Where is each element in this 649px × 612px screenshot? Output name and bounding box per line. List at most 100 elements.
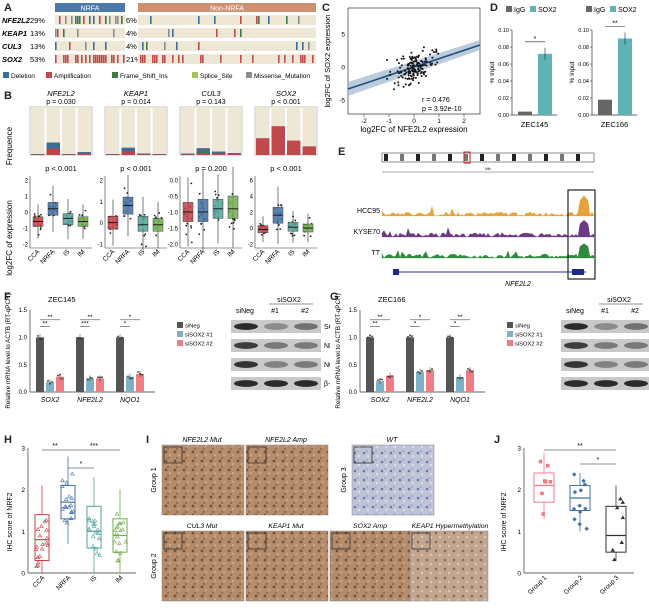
blot-band <box>234 361 258 368</box>
oncoprint-alteration <box>115 16 117 24</box>
box-iqr <box>138 216 148 231</box>
ideogram-band <box>416 154 420 161</box>
blot-lane-label: #1 <box>271 308 279 315</box>
box-group-label: NRFA <box>189 248 207 266</box>
box-y-tick: 0 <box>250 227 254 233</box>
chip-y-tick: 0.06 <box>498 62 509 68</box>
knockdown-legend-label: siSOX2 #2 <box>185 342 213 348</box>
knockdown-y-tick: 0.5 <box>19 363 28 369</box>
scatter-point <box>408 69 410 71</box>
scatter-point <box>429 54 431 56</box>
knockdown-gene-label: SOX2 <box>41 397 60 404</box>
ideogram-band <box>512 154 516 161</box>
scatter-point <box>426 61 428 63</box>
ihc-group-point <box>572 517 576 521</box>
box-iqr <box>198 199 208 221</box>
scatter-point <box>411 75 413 77</box>
frequency-bar-background <box>78 107 92 155</box>
oncoprint-alteration <box>55 29 57 37</box>
knockdown-significance: ** <box>47 314 53 321</box>
ideogram-band <box>528 154 532 161</box>
knockdown-replicate-point <box>387 376 389 378</box>
scatter-point <box>437 53 439 55</box>
chip-y-tick: 0.08 <box>498 45 509 51</box>
scatter-point <box>416 64 418 66</box>
chip-legend-sox2: SOX2 <box>618 7 637 14</box>
oncoprint-alteration <box>296 42 298 50</box>
ihc-tissue-image <box>162 531 244 601</box>
subplot-p-frequency: p = 0.030 <box>46 99 75 106</box>
chip-bar-igg <box>598 100 612 115</box>
blot-lane-label: #2 <box>301 308 309 315</box>
blot-band <box>564 342 588 349</box>
knockdown-replicate-point <box>417 371 419 373</box>
blot-band <box>624 342 648 349</box>
ihc-group-significance: ** <box>577 443 583 450</box>
oncoprint-legend-label: Deletion <box>11 73 35 80</box>
gene-exon <box>393 269 399 275</box>
box-data-point <box>190 227 192 229</box>
oncoprint-alteration <box>85 42 87 50</box>
scatter-point <box>402 77 404 79</box>
scatter-x-tick: -2 <box>361 118 367 125</box>
knockdown-bar <box>366 337 374 392</box>
ihc-tissue-image <box>246 531 328 601</box>
oncoprint-alteration <box>168 29 170 37</box>
scatter-point <box>421 65 423 67</box>
chip-y-label: % Input <box>490 61 496 83</box>
frequency-bar <box>256 138 270 155</box>
knockdown-significance: ** <box>377 314 383 321</box>
ideogram-band <box>400 154 404 161</box>
box-group-label: IS <box>137 248 147 258</box>
box-y-tick: 1 <box>100 200 104 206</box>
scatter-point <box>401 58 403 60</box>
knockdown-replicate-point <box>467 368 469 370</box>
scatter-point <box>415 77 417 79</box>
knockdown-cell-line: ZEC166 <box>378 295 406 304</box>
ihc-group-y-label: IHC score of NRF2 <box>501 492 508 551</box>
box-data-point <box>84 228 86 230</box>
frequency-bar-background <box>31 107 45 155</box>
frequency-bar-segment <box>78 152 92 153</box>
knockdown-legend-label: siSOX2 #1 <box>515 333 543 339</box>
scatter-point <box>394 82 396 84</box>
ihc-tile-title: NFE2L2 Mut <box>182 437 222 444</box>
ihc-tile-title: CUL3 Mut <box>187 523 219 530</box>
box-data-point <box>185 234 187 236</box>
scatter-point <box>409 67 411 69</box>
oncoprint-gene-name: CUL3 <box>2 42 22 51</box>
box-data-point <box>310 235 312 237</box>
oncoprint-alteration <box>172 55 174 63</box>
scatter-point <box>414 60 416 62</box>
scatter-point <box>411 69 413 71</box>
oncoprint-alteration <box>150 16 152 24</box>
oncoprint-alteration <box>292 55 294 63</box>
box-data-point <box>229 226 231 228</box>
blot-band <box>264 342 288 349</box>
oncoprint-alteration <box>93 55 95 63</box>
ihc-row-label: Group 1 <box>151 467 158 492</box>
knockdown-legend-label: siNeg <box>515 324 530 330</box>
box-iqr <box>63 214 73 225</box>
knockdown-replicate-point <box>367 336 369 338</box>
box-data-point <box>294 220 296 222</box>
frequency-bar-background <box>197 107 211 155</box>
track-label: TT <box>371 250 380 257</box>
scatter-point <box>433 51 435 53</box>
knockdown-replicate-point <box>409 335 411 337</box>
scatter-point <box>389 71 391 73</box>
scatter-point <box>397 84 399 86</box>
ihc-data-point <box>35 565 39 568</box>
blot-band <box>294 380 318 387</box>
scatter-point <box>411 59 413 61</box>
oncoprint-alteration <box>65 55 67 63</box>
blot-band <box>564 361 588 368</box>
knockdown-legend-swatch <box>177 322 183 328</box>
ihc-group-label: CCA <box>32 574 47 589</box>
knockdown-y-tick: 1.0 <box>349 336 358 342</box>
subplot-p-frequency: p < 0.001 <box>271 99 300 106</box>
